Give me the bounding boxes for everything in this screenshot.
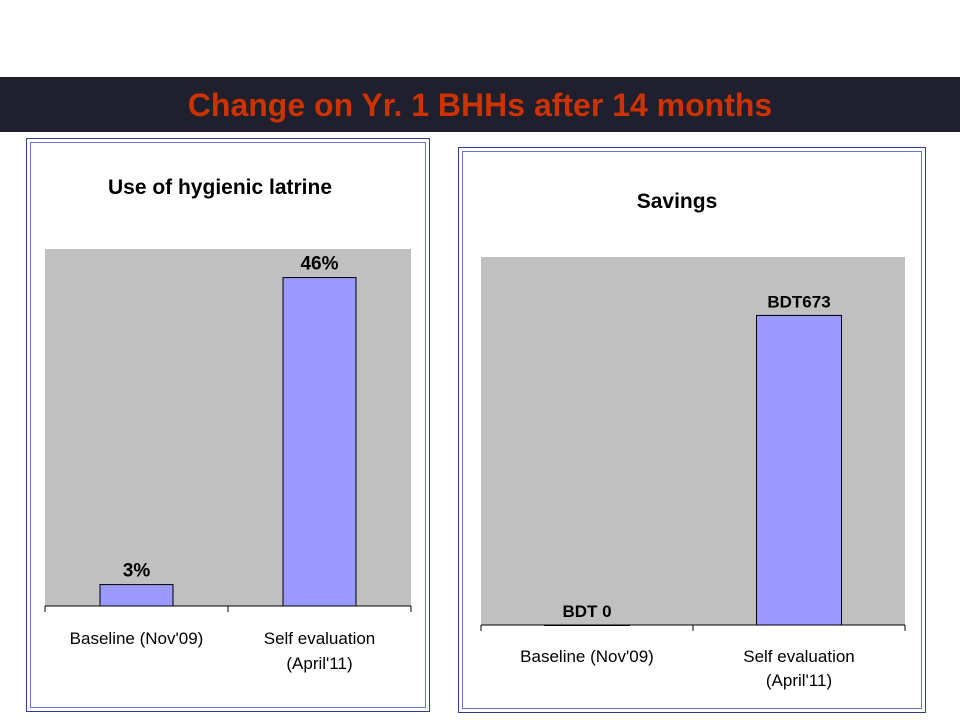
data-label: BDT673 [767,292,830,311]
chart-title: Savings [637,190,718,213]
bar [282,277,357,607]
bar [544,624,630,626]
chart-panel-latrine: Use of hygienic latrine 3% Baseline (Nov'… [26,138,430,712]
data-label: 3% [123,561,151,582]
category-label: (April'11) [766,671,832,690]
bar [756,314,842,626]
category-label: Baseline (Nov'09) [520,647,654,666]
category-label: (April'11) [286,654,352,673]
title-band [0,77,960,132]
data-label: BDT 0 [562,602,611,621]
panel-inner-border [462,151,922,709]
panel-inner-border [30,142,426,708]
chart-title: Use of hygienic latrine [108,176,332,199]
chart-panel-savings: Savings BDT 0 Baseline (Nov'09) BDT673 Self… [458,147,926,713]
savings-chart: Savings BDT 0 Baseline (Nov'09) BDT673 Self… [480,190,906,690]
category-label: Self evaluation [743,647,855,666]
category-label: Baseline (Nov'09) [70,629,204,648]
slide-title: Change on Yr. 1 BHHs after 14 months [187,87,773,123]
data-label: 46% [300,254,338,275]
latrine-chart: Use of hygienic latrine 3% Baseline (Nov'… [44,176,412,673]
bar [99,584,174,607]
category-label: Self evaluation [264,629,376,648]
